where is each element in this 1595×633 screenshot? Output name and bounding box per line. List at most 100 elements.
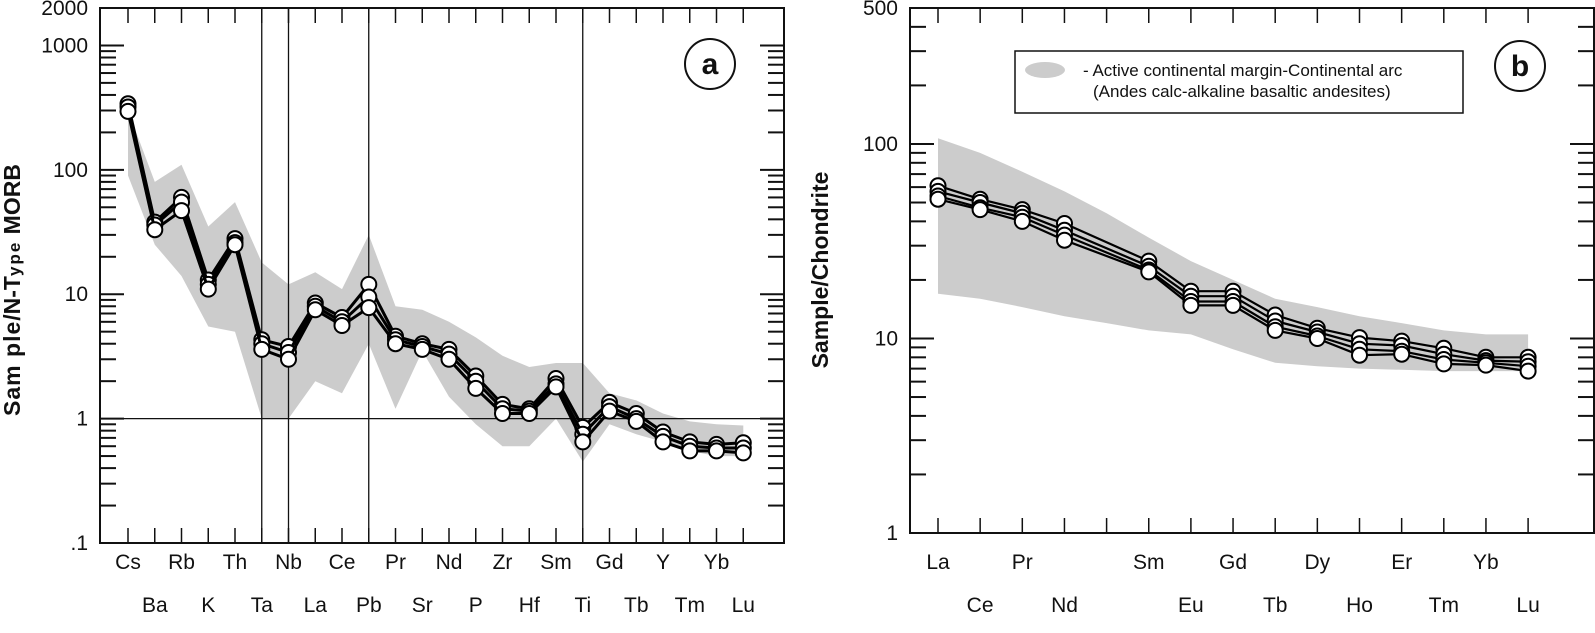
legend-entry-line2: (Andes calc-alkaline basaltic andesites) (1093, 82, 1391, 101)
envelope-area (938, 138, 1529, 372)
y-tick-label: 500 (863, 0, 898, 20)
x-tick-label-cs: Cs (115, 551, 141, 574)
data-point-nd (1056, 231, 1073, 249)
x-tick-label-tm: Tm (675, 594, 705, 617)
data-point-p (467, 379, 485, 397)
x-tick-label-ce: Ce (967, 594, 994, 617)
x-tick-label-zr: Zr (493, 551, 513, 574)
x-tick-label-sr: Sr (412, 594, 433, 617)
x-tick-label-lu: Lu (732, 594, 755, 617)
data-point-tb (627, 412, 645, 430)
data-point-sr (413, 340, 431, 358)
x-tick-label-pr: Pr (385, 551, 406, 574)
x-tick-label-yb: Yb (704, 551, 730, 574)
x-tick-label-tm: Tm (1429, 594, 1459, 617)
x-tick-label-sm: Sm (1133, 551, 1165, 574)
data-point-ti (574, 433, 592, 451)
legend: - Active continental margin-Continental … (1014, 50, 1464, 114)
x-tick-label-p: P (469, 594, 483, 617)
x-tick-label-nd: Nd (436, 551, 463, 574)
plot-frame (99, 7, 785, 544)
x-tick-label-er: Er (1391, 551, 1412, 574)
data-point-tm (1435, 355, 1453, 373)
y-axis-label-a-part4: MORB (0, 164, 25, 241)
x-tick-label-yb: Yb (1473, 551, 1499, 574)
x-tick-label-pb: Pb (356, 594, 382, 617)
data-point-rb (173, 202, 190, 220)
panel-label-b-text: b (1511, 50, 1529, 83)
data-point-lu (734, 444, 752, 462)
data-point-tb (1266, 321, 1284, 339)
data-point-yb (1477, 356, 1495, 374)
x-tick-label-eu: Eu (1178, 594, 1204, 617)
data-point-gd (1224, 296, 1242, 314)
y-tick-label: 1 (76, 408, 88, 431)
x-tick-label-lu: Lu (1516, 594, 1539, 617)
data-point-y (654, 433, 672, 451)
data-point-nd (440, 350, 458, 368)
y-axis-label-a-part1: Sam ple (0, 321, 25, 416)
y-tick-label: 10 (65, 283, 88, 306)
x-tick-label-dy: Dy (1304, 551, 1330, 574)
data-point-th (226, 236, 244, 254)
data-point-sm (547, 378, 565, 396)
x-tick-label-tb: Tb (1263, 594, 1288, 617)
y-tick-label: 1 (886, 522, 898, 545)
y-tick-label: 2000 (41, 0, 88, 20)
x-tick-label-la: La (926, 551, 950, 574)
y-axis-label-a-part2: /N-T (0, 276, 25, 321)
series-sample-3 (119, 102, 752, 462)
data-point-pr (387, 335, 404, 353)
x-tick-label-gd: Gd (595, 551, 623, 574)
data-point-ba (146, 221, 164, 239)
data-point-la (306, 301, 324, 319)
series-sample-4 (929, 190, 1537, 380)
x-tick-label-k: K (201, 594, 215, 617)
x-tick-label-y: Y (656, 551, 670, 574)
data-point-ho (1351, 346, 1368, 364)
data-point-pb (360, 299, 378, 317)
x-tick-label-gd: Gd (1219, 551, 1247, 574)
x-tick-label-nd: Nd (1051, 594, 1078, 617)
y-tick-label: .1 (70, 532, 88, 555)
y-axis-label-a: Sam ple/N-Type MORB (0, 164, 25, 416)
x-tick-label-pr: Pr (1012, 551, 1033, 574)
x-tick-label-la: La (304, 594, 328, 617)
panel-label-a-text: a (702, 48, 719, 81)
data-point-nb (280, 350, 297, 368)
x-tick-label-ba: Ba (142, 594, 168, 617)
plot-frame (909, 7, 1595, 534)
data-point-ta (253, 340, 271, 358)
y-tick-label: 100 (53, 159, 88, 182)
legend-entry-line1: - Active continental margin-Continental … (1083, 61, 1403, 80)
x-tick-label-ce: Ce (329, 551, 356, 574)
x-tick-label-rb: Rb (168, 551, 195, 574)
x-tick-label-ti: Ti (574, 594, 591, 617)
legend-swatch-envelope (1025, 62, 1065, 78)
data-point-k (199, 280, 217, 298)
data-point-pr (1013, 212, 1031, 230)
x-tick-label-nb: Nb (275, 551, 302, 574)
envelope-area (128, 110, 744, 462)
data-point-sm (1140, 263, 1158, 281)
x-tick-label-ho: Ho (1346, 594, 1373, 617)
data-point-zr (494, 405, 511, 422)
panel-label-b: b (1494, 40, 1546, 92)
x-tick-label-tb: Tb (624, 594, 649, 617)
data-point-tm (681, 442, 699, 460)
data-point-la (929, 190, 947, 208)
data-point-lu (1519, 362, 1537, 380)
data-point-ce (971, 201, 989, 219)
data-point-hf (520, 405, 538, 422)
panel-label-a: a (684, 38, 736, 90)
y-tick-label: 100 (863, 133, 898, 156)
data-point-eu (1182, 296, 1200, 314)
y-tick-label: 10 (875, 328, 898, 351)
data-point-gd (601, 402, 618, 420)
y-axis-label-b: Sample/Chondrite (807, 172, 833, 369)
data-point-er (1393, 345, 1411, 363)
x-tick-label-sm: Sm (540, 551, 572, 574)
x-tick-label-ta: Ta (251, 594, 274, 617)
